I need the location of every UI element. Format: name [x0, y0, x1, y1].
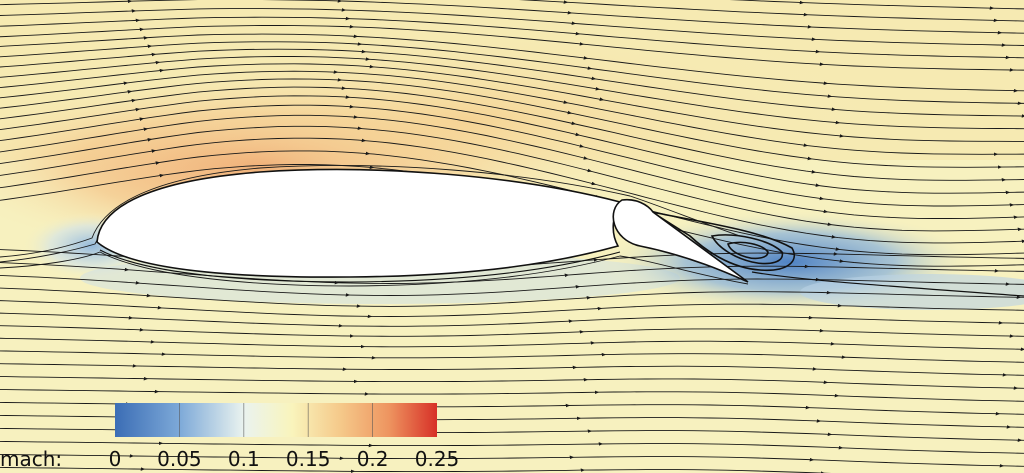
streamline — [518, 0, 1024, 22]
streamline — [0, 48, 1024, 117]
surface-streamline — [0, 165, 741, 258]
streamline — [0, 8, 1024, 46]
vortex-loop-outer — [651, 211, 795, 272]
streamline — [0, 25, 1024, 71]
streamline — [0, 150, 1024, 256]
colorbar-tick-label: 0.15 — [286, 447, 331, 471]
main-airfoil — [96, 168, 622, 278]
colorbar-tick-label: 0.25 — [415, 447, 460, 471]
streamline — [0, 440, 1024, 454]
streamline — [0, 0, 1024, 34]
flap-element — [612, 198, 749, 283]
streamline — [0, 363, 1024, 376]
streamline — [0, 41, 1024, 104]
surface-streamline — [0, 251, 749, 287]
colorbar-tick-label: 0.1 — [228, 447, 260, 471]
streamline — [0, 16, 1024, 59]
vortex-loop-mid — [710, 234, 784, 265]
streamline — [0, 56, 1024, 130]
colorbar-tick-label: 0 — [109, 447, 122, 471]
main-airfoil-lower-layer — [99, 249, 621, 283]
vortex-loop-inner — [726, 241, 769, 260]
colorbar-tick-label: 0.2 — [357, 447, 389, 471]
wake-streak — [751, 271, 1024, 297]
recirculation-vortex — [651, 211, 1024, 297]
streamline — [0, 300, 1024, 317]
streamline — [0, 389, 1024, 402]
colorbar-dividers — [178, 403, 374, 437]
streamline — [0, 95, 1024, 194]
colorbar-title: mach: — [0, 447, 62, 471]
colorbar-gradient — [115, 403, 437, 437]
streamline — [0, 104, 1024, 207]
streamline — [0, 125, 1024, 232]
streamline — [0, 287, 1024, 307]
streamline — [0, 114, 1024, 219]
streamline — [0, 453, 1024, 467]
streamline — [729, 0, 1024, 10]
streamline — [0, 137, 1024, 244]
streamline — [0, 312, 1024, 327]
colorbar: mach: 0 0.05 0.1 0.15 0.2 0.25 — [0, 403, 459, 471]
streamline — [0, 262, 1024, 284]
streamline — [0, 70, 1024, 155]
colorbar-tick-label: 0.05 — [157, 447, 202, 471]
streamline — [0, 466, 832, 473]
streamline — [0, 78, 1024, 168]
streamline — [0, 86, 1024, 181]
streamline — [0, 325, 1024, 337]
streamline — [0, 337, 1024, 350]
streamline — [0, 33, 1024, 92]
streamline — [0, 274, 1024, 296]
streamline — [0, 376, 1024, 389]
